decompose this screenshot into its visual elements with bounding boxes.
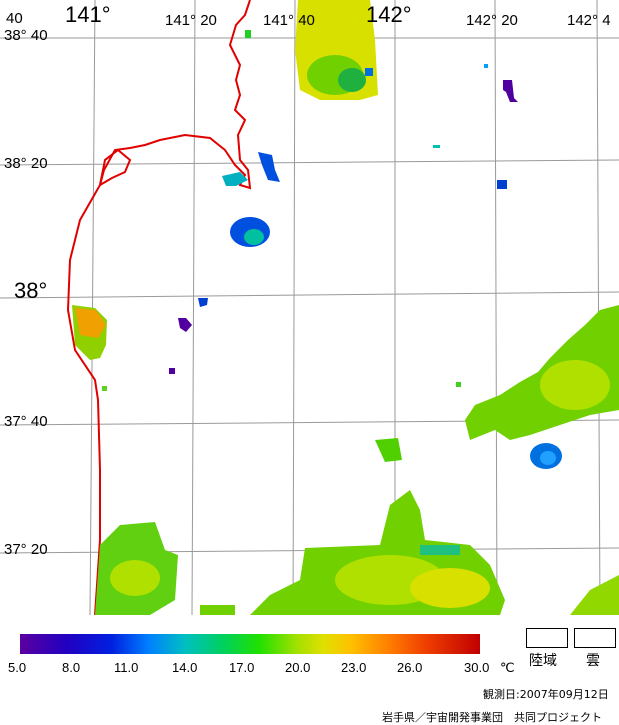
corner-label: 40 [6,10,23,27]
colorbar-tick: 20.0 [285,660,311,675]
credit-text: 岩手県／宇宙開発事業団 共同プロジェクト [382,711,602,724]
lat-label-37-20: 37° 20 [4,541,48,558]
lon-label-141: 141° [65,2,111,27]
lat-label-38-40: 38° 40 [4,27,48,44]
lat-label-38-20: 38° 20 [4,155,48,172]
lon-label-141-20: 141° 20 [165,12,217,29]
colorbar-unit: ℃ [500,660,515,675]
lat-label-38: 38° [14,278,48,303]
land-legend-label: 陸域 [529,653,557,669]
coastline [66,0,252,615]
land-legend-swatch [526,628,568,648]
colorbar-tick: 14.0 [172,660,198,675]
sea-surface-temperature-map [0,0,619,615]
temperature-patches [72,0,619,615]
lon-label-142-20: 142° 20 [466,12,518,29]
cloud-legend-label: 雲 [586,653,600,669]
colorbar-tick: 26.0 [397,660,423,675]
graticule [0,0,619,615]
lon-label-142: 142° [366,2,412,27]
observation-date: 観測日:2007年09月12日 [483,688,609,701]
colorbar-tick: 8.0 [62,660,81,675]
lon-label-142-40: 142° 4 [567,12,611,29]
colorbar-tick: 30.0 [464,660,490,675]
lon-label-141-40: 141° 40 [263,12,315,29]
cloud-legend-swatch [574,628,616,648]
temperature-colorbar [20,634,480,654]
colorbar-tick: 23.0 [341,660,367,675]
colorbar-tick: 5.0 [8,660,27,675]
lat-label-37-40: 37° 40 [4,413,48,430]
colorbar-tick: 17.0 [229,660,255,675]
colorbar-tick: 11.0 [114,660,139,675]
